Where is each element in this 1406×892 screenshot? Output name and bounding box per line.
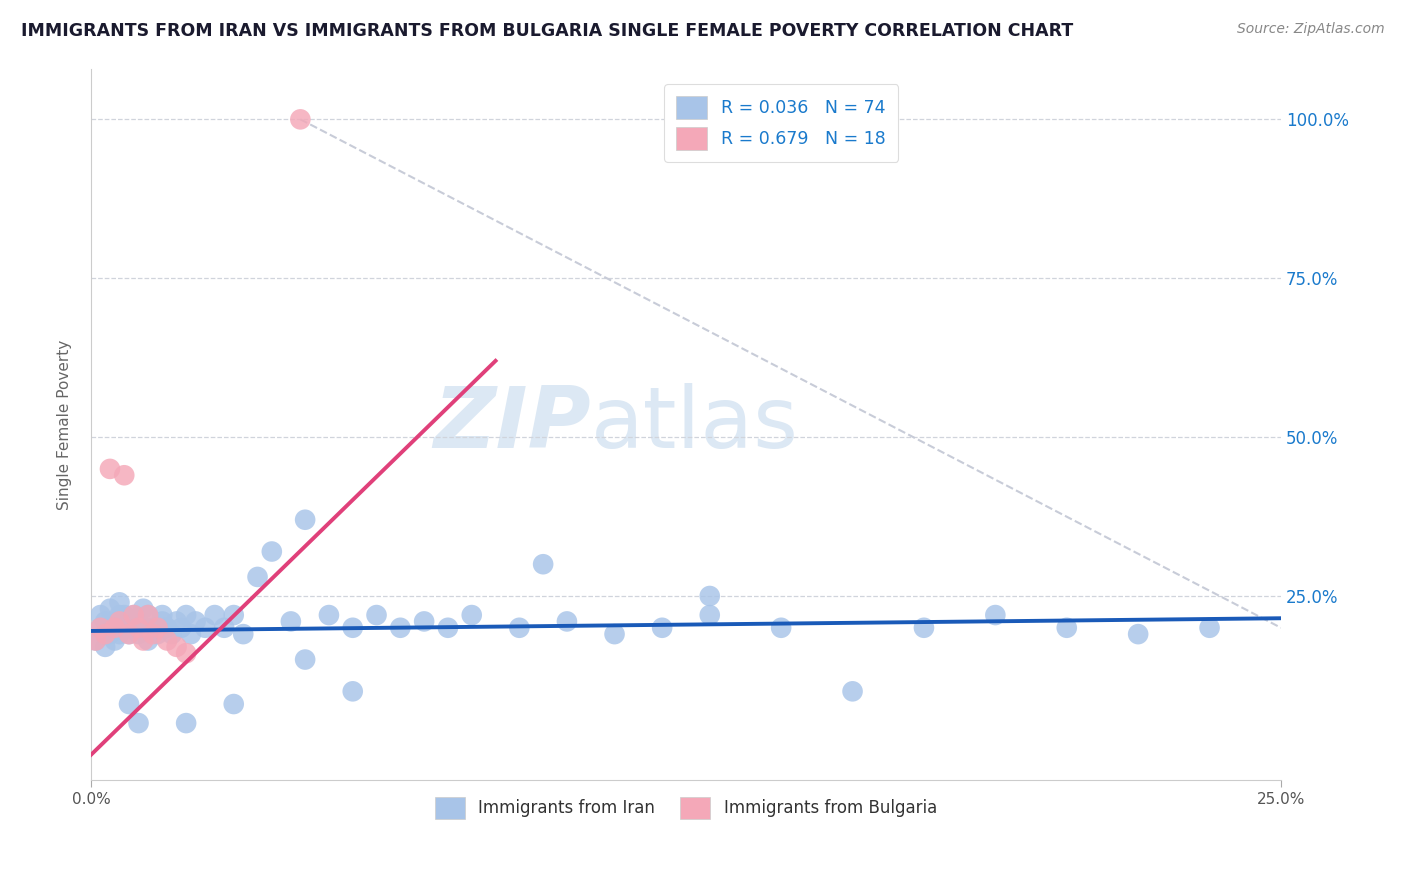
- Point: [104, 621, 127, 635]
- Point: [342, 621, 364, 635]
- Point: [342, 684, 364, 698]
- Point: [108, 608, 131, 623]
- Point: [160, 627, 183, 641]
- Point: [142, 621, 165, 635]
- Point: [89, 608, 111, 623]
- Point: [128, 627, 150, 641]
- Point: [389, 621, 412, 635]
- Point: [132, 621, 155, 635]
- Point: [84, 633, 107, 648]
- Point: [89, 621, 111, 635]
- Point: [180, 627, 202, 641]
- Point: [166, 615, 188, 629]
- Point: [136, 633, 159, 648]
- Point: [290, 112, 312, 127]
- Text: ZIP: ZIP: [433, 383, 591, 466]
- Point: [112, 621, 135, 635]
- Point: [222, 608, 245, 623]
- Point: [150, 608, 173, 623]
- Point: [146, 621, 169, 635]
- Point: [108, 627, 131, 641]
- Point: [94, 640, 117, 654]
- Point: [132, 633, 155, 648]
- Text: Source: ZipAtlas.com: Source: ZipAtlas.com: [1237, 22, 1385, 37]
- Point: [122, 608, 145, 623]
- Point: [170, 621, 193, 635]
- Point: [94, 615, 117, 629]
- Point: [437, 621, 460, 635]
- Point: [122, 621, 145, 635]
- Point: [94, 627, 117, 641]
- Point: [150, 615, 173, 629]
- Point: [156, 621, 179, 635]
- Point: [318, 608, 340, 623]
- Point: [461, 608, 484, 623]
- Point: [104, 615, 127, 629]
- Point: [204, 608, 226, 623]
- Point: [222, 697, 245, 711]
- Point: [104, 633, 127, 648]
- Point: [118, 615, 141, 629]
- Y-axis label: Single Female Poverty: Single Female Poverty: [58, 339, 72, 509]
- Point: [98, 621, 121, 635]
- Point: [984, 608, 1007, 623]
- Point: [603, 627, 626, 641]
- Point: [128, 716, 150, 731]
- Point: [174, 608, 197, 623]
- Point: [294, 513, 316, 527]
- Point: [174, 716, 197, 731]
- Point: [112, 608, 135, 623]
- Point: [108, 595, 131, 609]
- Point: [122, 608, 145, 623]
- Point: [89, 621, 111, 635]
- Point: [1126, 627, 1149, 641]
- Point: [108, 615, 131, 629]
- Point: [174, 646, 197, 660]
- Point: [98, 462, 121, 476]
- Point: [184, 615, 207, 629]
- Point: [280, 615, 302, 629]
- Point: [246, 570, 269, 584]
- Point: [366, 608, 388, 623]
- Point: [112, 468, 135, 483]
- Point: [118, 697, 141, 711]
- Point: [651, 621, 673, 635]
- Point: [841, 684, 863, 698]
- Point: [128, 621, 150, 635]
- Point: [294, 652, 316, 666]
- Point: [531, 558, 554, 572]
- Point: [212, 621, 235, 635]
- Point: [98, 601, 121, 615]
- Point: [555, 615, 578, 629]
- Point: [1056, 621, 1078, 635]
- Point: [118, 627, 141, 641]
- Point: [1198, 621, 1220, 635]
- Point: [508, 621, 530, 635]
- Point: [232, 627, 254, 641]
- Point: [699, 608, 721, 623]
- Point: [260, 544, 283, 558]
- Point: [132, 601, 155, 615]
- Point: [146, 627, 169, 641]
- Text: IMMIGRANTS FROM IRAN VS IMMIGRANTS FROM BULGARIA SINGLE FEMALE POVERTY CORRELATI: IMMIGRANTS FROM IRAN VS IMMIGRANTS FROM …: [21, 22, 1073, 40]
- Point: [98, 627, 121, 641]
- Point: [912, 621, 935, 635]
- Text: atlas: atlas: [591, 383, 799, 466]
- Point: [166, 640, 188, 654]
- Point: [104, 621, 127, 635]
- Point: [770, 621, 793, 635]
- Point: [118, 627, 141, 641]
- Point: [128, 615, 150, 629]
- Point: [84, 633, 107, 648]
- Point: [156, 633, 179, 648]
- Point: [142, 627, 165, 641]
- Point: [136, 608, 159, 623]
- Point: [136, 608, 159, 623]
- Point: [413, 615, 436, 629]
- Point: [699, 589, 721, 603]
- Point: [94, 627, 117, 641]
- Point: [194, 621, 217, 635]
- Legend: Immigrants from Iran, Immigrants from Bulgaria: Immigrants from Iran, Immigrants from Bu…: [429, 790, 943, 825]
